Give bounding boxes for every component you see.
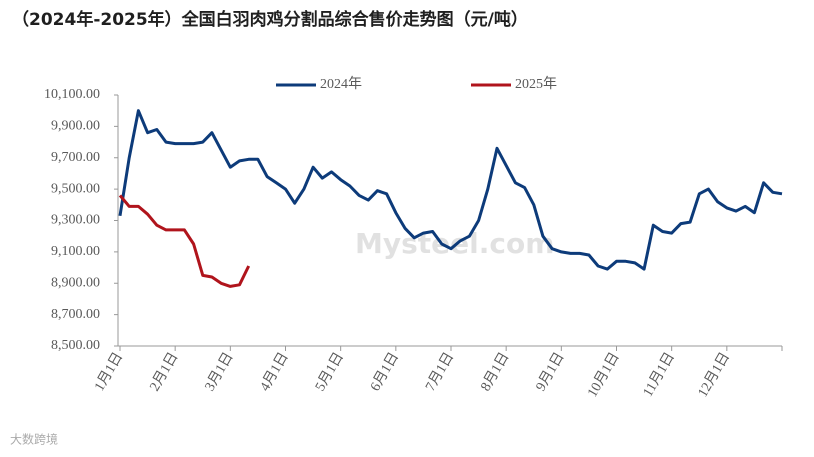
y-tick-label: 10,100.00 — [44, 87, 100, 102]
x-tick-label: 5月1日 — [312, 350, 347, 394]
y-tick-label: 9,300.00 — [51, 213, 100, 228]
x-tick-label: 4月1日 — [257, 350, 292, 394]
y-tick-label: 8,900.00 — [51, 275, 100, 290]
chart-title: （2024年-2025年）全国白羽肉鸡分割品综合售价走势图（元/吨） — [12, 9, 528, 30]
x-tick-label: 10月1日 — [584, 350, 622, 400]
y-tick-label: 9,700.00 — [51, 150, 100, 165]
x-tick-label: 2月1日 — [147, 350, 182, 394]
legend-label: 2024年 — [320, 76, 362, 92]
x-tick-label: 6月1日 — [367, 350, 402, 394]
series-line — [118, 194, 251, 288]
y-tick-label: 8,500.00 — [51, 338, 100, 353]
y-tick-label: 9,100.00 — [51, 244, 100, 259]
x-tick-label: 11月1日 — [640, 350, 678, 400]
watermark: Mysteel.com — [355, 227, 554, 260]
x-tick-label: 8月1日 — [478, 350, 513, 394]
x-tick-label: 9月1日 — [533, 350, 568, 394]
source-logo: 大数跨境 — [10, 432, 58, 447]
y-tick-label: 8,700.00 — [51, 307, 100, 322]
x-tick-label: 1月1日 — [91, 350, 126, 394]
y-tick-label: 9,900.00 — [51, 119, 100, 134]
x-tick-label: 7月1日 — [422, 350, 457, 394]
series-line — [118, 109, 783, 271]
x-tick-label: 12月1日 — [695, 350, 733, 400]
legend-label: 2025年 — [515, 76, 557, 92]
y-tick-label: 9,500.00 — [51, 181, 100, 196]
x-tick-label: 3月1日 — [202, 350, 237, 394]
